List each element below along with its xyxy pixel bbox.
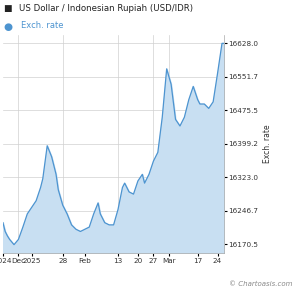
Text: Exch. rate: Exch. rate <box>21 21 63 30</box>
Text: © Chartoasis.com: © Chartoasis.com <box>229 281 292 287</box>
Text: ●: ● <box>3 22 12 32</box>
Text: ■: ■ <box>3 4 12 13</box>
Y-axis label: Exch. rate: Exch. rate <box>263 125 271 163</box>
Text: US Dollar / Indonesian Rupiah (USD/IDR): US Dollar / Indonesian Rupiah (USD/IDR) <box>19 4 193 13</box>
